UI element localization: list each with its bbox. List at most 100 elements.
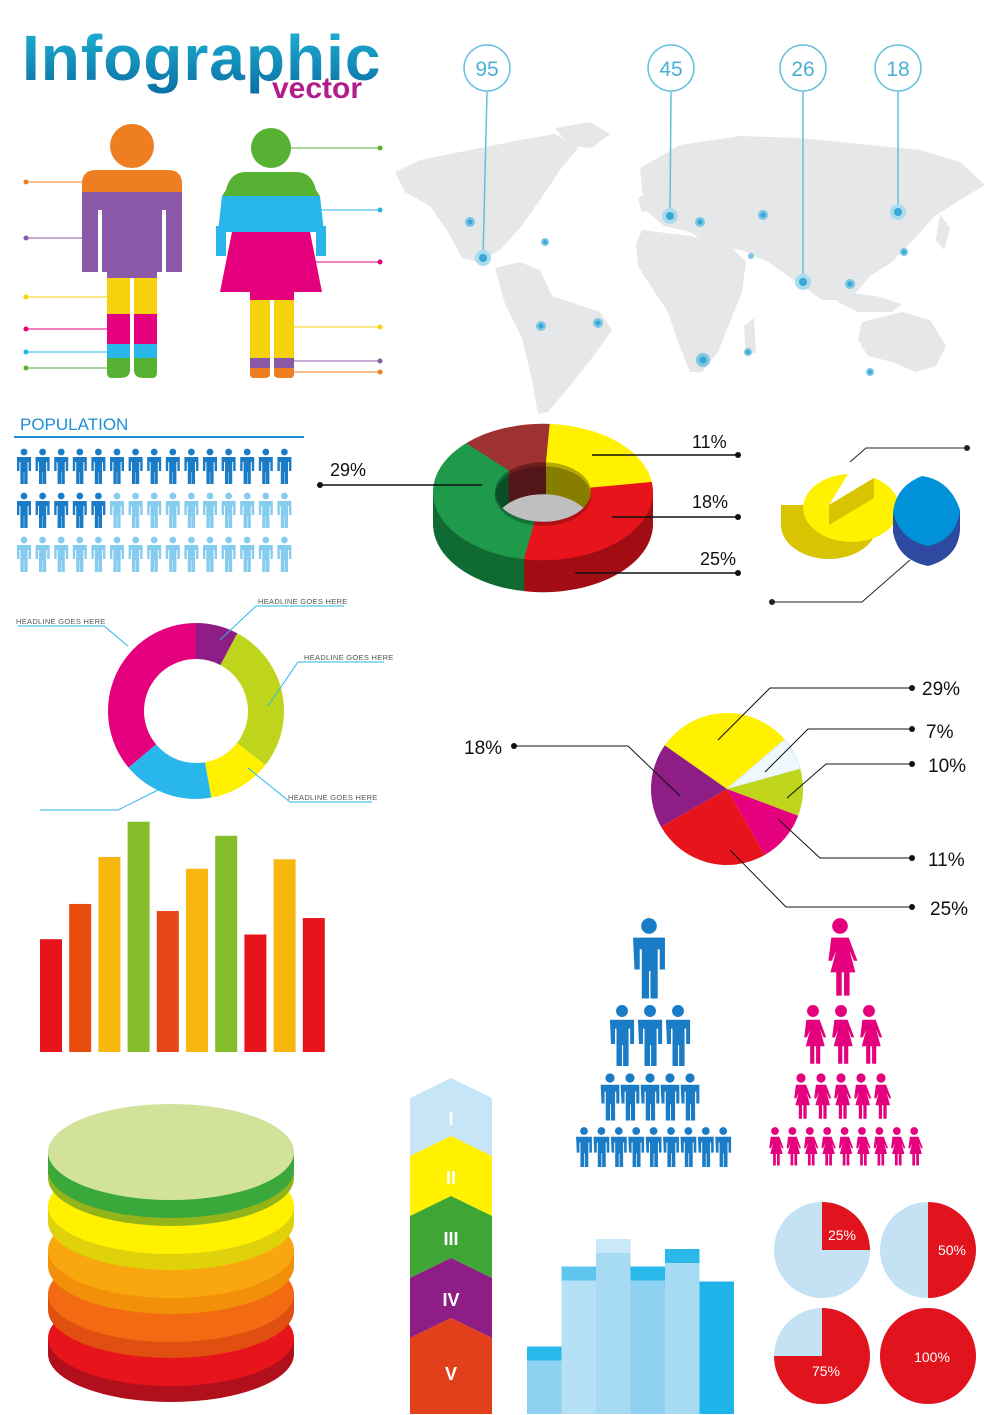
person-icon bbox=[109, 448, 124, 484]
map-callout-target bbox=[666, 212, 674, 220]
person-icon bbox=[17, 536, 31, 572]
male-person-icon bbox=[620, 1073, 640, 1121]
headline-donut-slice bbox=[128, 744, 212, 800]
female-person-icon bbox=[828, 918, 858, 996]
person-icon bbox=[72, 492, 87, 528]
person-icon bbox=[91, 536, 106, 572]
blue-bar bbox=[596, 1239, 631, 1414]
map-dots bbox=[465, 210, 908, 376]
headline-leader bbox=[247, 767, 372, 803]
population-section: POPULATION bbox=[14, 415, 304, 572]
donut-3d-leader-dot bbox=[735, 514, 741, 520]
person-icon bbox=[128, 536, 143, 572]
blue-bar bbox=[699, 1281, 734, 1414]
headline-leader bbox=[40, 789, 159, 811]
female-person-icon bbox=[814, 1073, 832, 1119]
title-block: Infographic vector bbox=[22, 22, 380, 105]
person-icon bbox=[147, 448, 162, 484]
male-person-icon bbox=[665, 1005, 691, 1066]
person-icon bbox=[128, 448, 143, 484]
pie-flat-label: 25% bbox=[930, 899, 968, 920]
map-callout: 45 bbox=[647, 44, 695, 224]
person-icon bbox=[35, 492, 50, 528]
world-map: 95 45 26 18 bbox=[395, 44, 985, 414]
person-icon bbox=[54, 536, 69, 572]
male-person-icon bbox=[593, 1127, 610, 1167]
person-icon bbox=[240, 448, 255, 484]
female-person-icon bbox=[804, 1127, 819, 1166]
stacked-discs bbox=[48, 1104, 294, 1402]
pie-flat-label: 7% bbox=[926, 722, 954, 743]
person-icon bbox=[221, 492, 236, 528]
bar-chart bbox=[40, 821, 325, 1052]
blue-bar-cap bbox=[596, 1239, 631, 1253]
person-icon bbox=[203, 536, 217, 572]
map-callouts: 95 45 26 18 bbox=[463, 44, 922, 290]
male-person-icon bbox=[645, 1127, 662, 1167]
male-figure bbox=[82, 124, 182, 378]
headline-donut-chart: HEADLINE GOES HERE HEADLINE GOES HERE HEAD… bbox=[16, 597, 393, 811]
headline-label: HEADLINE GOES HERE bbox=[16, 617, 106, 626]
bar bbox=[40, 939, 62, 1052]
female-person-icon bbox=[804, 1005, 827, 1064]
person-icon bbox=[147, 492, 162, 528]
person-icon bbox=[91, 492, 106, 528]
male-person-icon bbox=[697, 1127, 714, 1167]
person-icon bbox=[17, 492, 31, 528]
population-label: POPULATION bbox=[20, 415, 128, 434]
person-icon bbox=[184, 536, 199, 572]
person-icon bbox=[35, 536, 50, 572]
person-icon bbox=[258, 536, 273, 572]
chevron-label: V bbox=[445, 1364, 457, 1384]
blue-bar bbox=[561, 1266, 596, 1414]
female-person-icon bbox=[874, 1073, 892, 1119]
map-callout-target bbox=[479, 254, 487, 262]
male-person-icon bbox=[680, 1073, 700, 1121]
pie-3d-yellow-piece bbox=[781, 474, 900, 559]
person-icon bbox=[72, 536, 87, 572]
blue-bar bbox=[665, 1249, 700, 1414]
donut-3d-label: 29% bbox=[330, 460, 366, 480]
quarter-pie-label: 25% bbox=[828, 1227, 856, 1243]
person-icon bbox=[147, 536, 162, 572]
blue-bar-cap bbox=[699, 1281, 734, 1296]
pie-flat-leader bbox=[786, 763, 912, 799]
person-icon bbox=[109, 492, 124, 528]
map-callout-target bbox=[894, 208, 902, 216]
person-icon bbox=[203, 492, 217, 528]
person-icon bbox=[240, 492, 255, 528]
map-callout-bubble bbox=[874, 44, 922, 92]
donut-3d-label: 25% bbox=[700, 549, 736, 569]
pie-flat-slice bbox=[664, 712, 785, 789]
quarter-pie-fill bbox=[822, 1202, 870, 1250]
map-callout-target bbox=[799, 278, 807, 286]
person-icon bbox=[17, 448, 31, 484]
pie-flat-leader-dot bbox=[909, 855, 915, 861]
pie-flat-slice bbox=[726, 738, 801, 790]
bar bbox=[273, 859, 296, 1052]
person-icon bbox=[221, 536, 236, 572]
female-figure bbox=[216, 128, 326, 378]
figure-leader-lines bbox=[23, 145, 383, 375]
bar bbox=[215, 835, 238, 1052]
female-person-icon bbox=[873, 1127, 889, 1166]
pie-flat-leader-dot bbox=[909, 685, 915, 691]
donut-3d-leader-dot bbox=[735, 570, 741, 576]
bar bbox=[156, 911, 179, 1052]
blue-bar bbox=[630, 1266, 665, 1414]
person-icon bbox=[221, 448, 236, 484]
person-icon bbox=[240, 536, 255, 572]
female-person-icon bbox=[832, 1005, 855, 1064]
map-callout-bubble bbox=[647, 44, 695, 92]
quarter-pie-fill bbox=[774, 1308, 870, 1404]
quarter-pie-fill bbox=[928, 1202, 976, 1298]
person-icon bbox=[258, 492, 273, 528]
donut-3d-slice bbox=[466, 423, 550, 471]
donut-3d-slice bbox=[523, 481, 653, 561]
map-callout-line bbox=[669, 91, 672, 217]
donut-3d-leader-dot bbox=[317, 482, 323, 488]
map-landmass bbox=[395, 122, 985, 414]
person-icon bbox=[258, 448, 273, 484]
